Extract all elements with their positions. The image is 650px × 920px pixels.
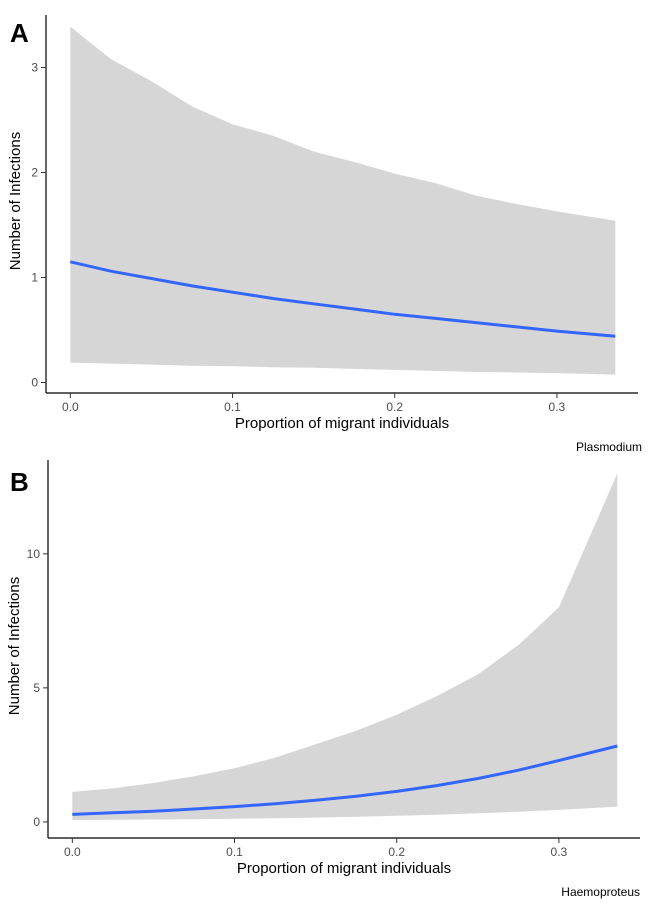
confidence-ribbon bbox=[72, 473, 618, 820]
y-tick-label: 1 bbox=[31, 271, 38, 285]
x-tick-label: 0.0 bbox=[64, 845, 81, 859]
x-tick-label: 0.1 bbox=[224, 400, 241, 414]
axis-ticks: 0.0 0.1 0.2 0.3 0 1 2 3 bbox=[31, 61, 565, 415]
y-tick-label: 5 bbox=[33, 681, 40, 695]
y-tick-label: 3 bbox=[31, 61, 38, 75]
y-tick-label: 10 bbox=[27, 547, 41, 561]
plot-area bbox=[69, 26, 616, 375]
x-axis-title: Proportion of migrant individuals bbox=[237, 860, 451, 877]
axis-ticks: 0.0 0.1 0.2 0.3 0 5 10 bbox=[27, 547, 568, 859]
fitted-line bbox=[69, 260, 616, 338]
x-tick-label: 0.2 bbox=[386, 400, 403, 414]
y-tick-label: 0 bbox=[33, 815, 40, 829]
x-tick-label: 0.3 bbox=[551, 845, 568, 859]
x-tick-label: 0.3 bbox=[549, 400, 566, 414]
x-axis-title: Proportion of migrant individuals bbox=[235, 415, 449, 432]
panel-b: B 0.0 0.1 0.2 0.3 0 5 10 Proportion of migrant… bbox=[6, 460, 640, 899]
y-axis-title: Number of Infections bbox=[7, 132, 24, 270]
panel-caption: Haemoproteus bbox=[561, 885, 640, 899]
panel-a: A 0.0 0.1 0.2 0.3 0 1 2 3 Proportion of migrant… bbox=[7, 15, 642, 454]
x-tick-label: 0.2 bbox=[388, 845, 405, 859]
panel-label: A bbox=[10, 18, 29, 48]
panel-caption: Plasmodium bbox=[576, 440, 642, 454]
y-tick-label: 2 bbox=[31, 166, 38, 180]
y-tick-label: 0 bbox=[31, 376, 38, 390]
plot-area bbox=[72, 473, 618, 820]
x-tick-label: 0.0 bbox=[62, 400, 79, 414]
fitted-line bbox=[72, 744, 618, 816]
confidence-ribbon bbox=[70, 26, 616, 375]
x-tick-label: 0.1 bbox=[226, 845, 243, 859]
panel-label: B bbox=[10, 467, 29, 497]
y-axis-title: Number of Infections bbox=[6, 577, 23, 715]
